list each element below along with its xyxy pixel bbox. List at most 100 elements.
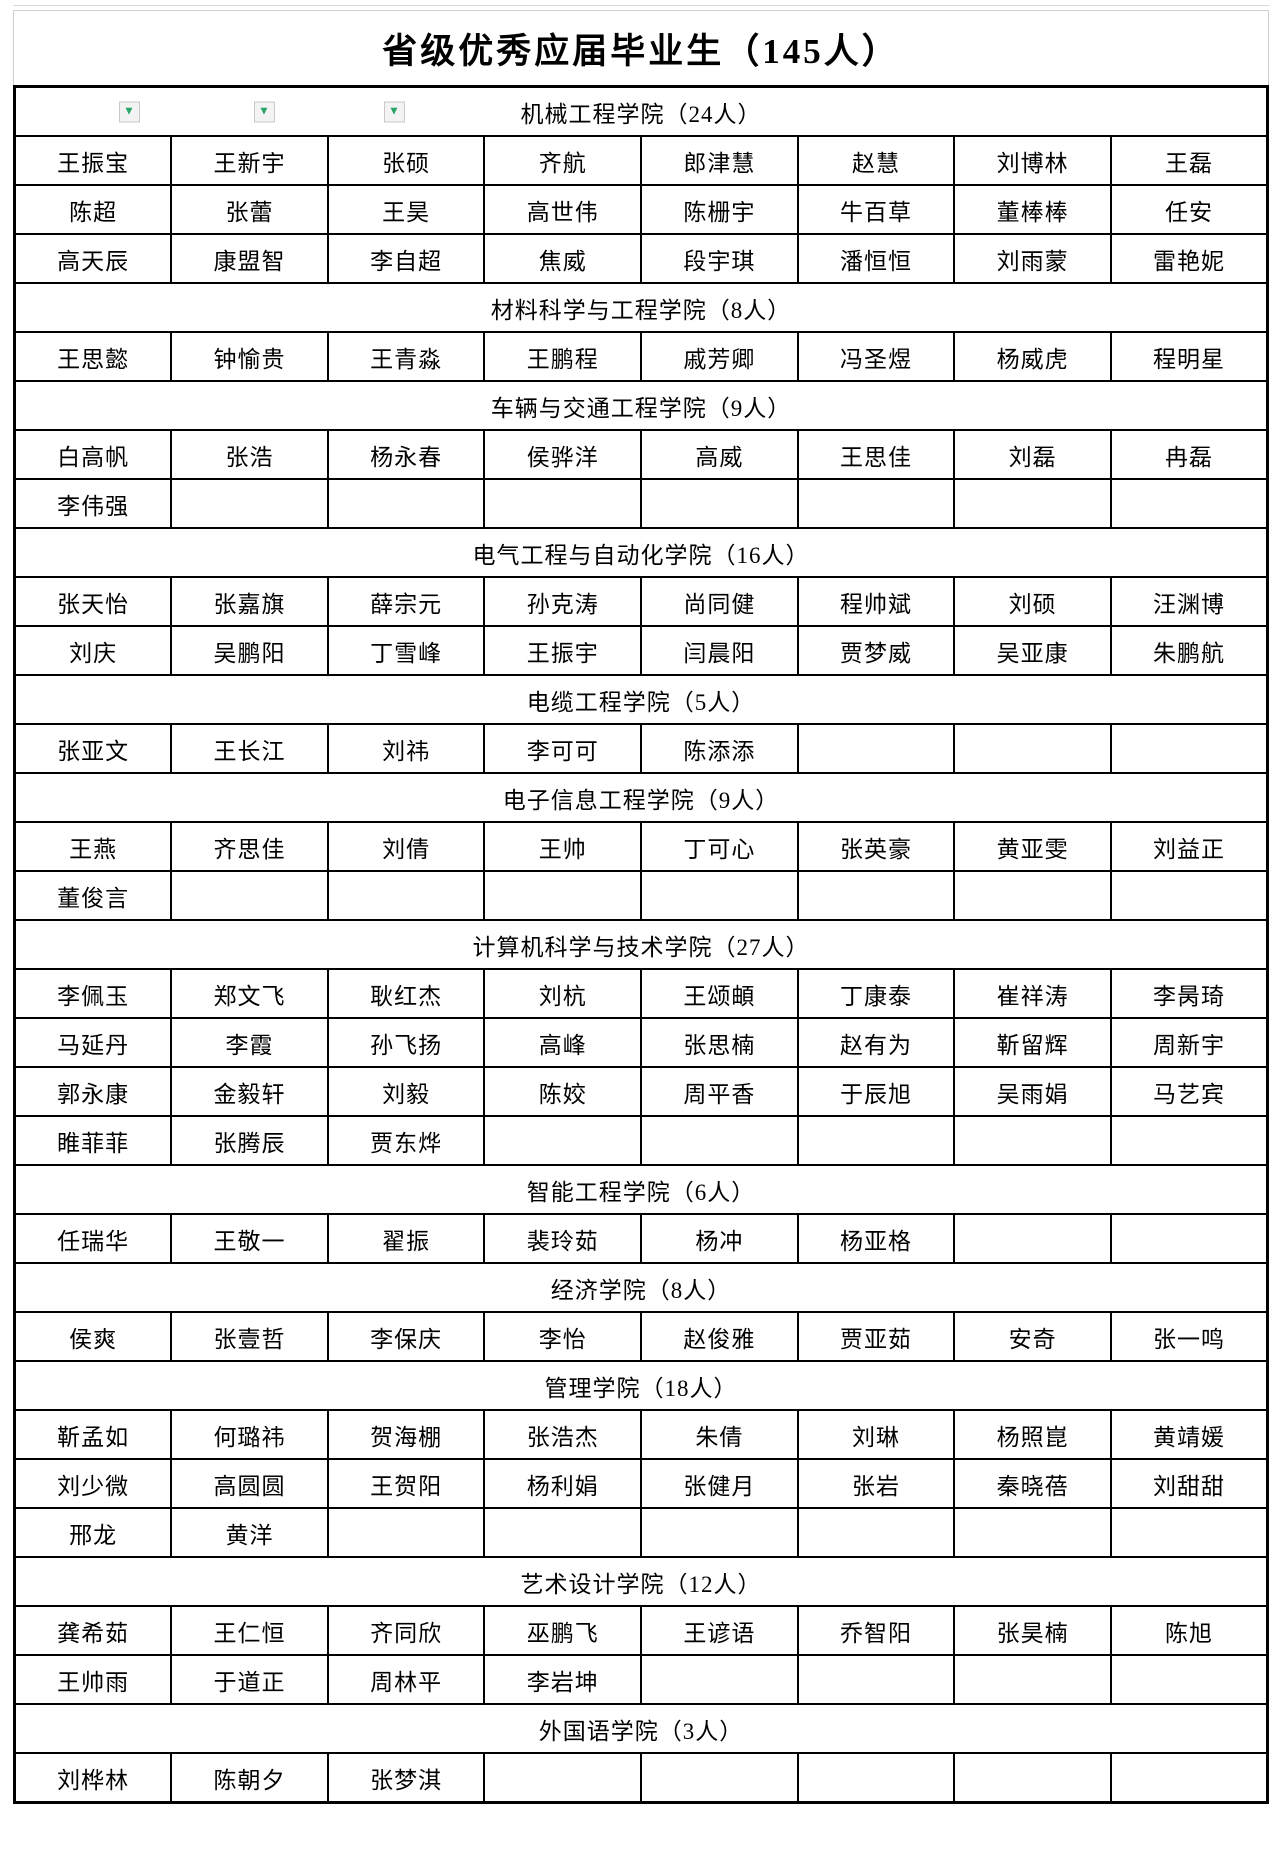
student-name-cell[interactable]: 李自超	[326, 233, 486, 284]
student-name-cell[interactable]: 陈添添	[640, 723, 799, 774]
empty-cell[interactable]	[796, 870, 956, 921]
student-name-cell[interactable]: 钟愉贵	[170, 331, 329, 382]
student-name-cell[interactable]: 于辰旭	[796, 1066, 956, 1117]
section-header-cell[interactable]: 外国语学院（3人）	[13, 1703, 1269, 1754]
student-name-cell[interactable]: 朱鹏航	[1109, 625, 1269, 676]
student-name-cell[interactable]: 刘琳	[796, 1409, 956, 1460]
student-name-cell[interactable]: 安奇	[953, 1311, 1112, 1362]
autofilter-button[interactable]: ▼	[384, 101, 405, 122]
student-name-cell[interactable]: 高威	[640, 429, 799, 480]
student-name-cell[interactable]: 黄亚雯	[953, 821, 1112, 872]
empty-cell[interactable]	[483, 1115, 642, 1166]
student-name-cell[interactable]: 高天辰	[13, 233, 173, 284]
section-header-cell[interactable]: ▼ ▼ ▼ 机械工程学院（24人）	[13, 85, 1269, 137]
student-name-cell[interactable]: 刘倩	[326, 821, 486, 872]
student-name-cell[interactable]: 周林平	[326, 1654, 486, 1705]
student-name-cell[interactable]: 吴鹏阳	[170, 625, 329, 676]
student-name-cell[interactable]: 高圆圆	[170, 1458, 329, 1509]
student-name-cell[interactable]: 崔祥涛	[953, 968, 1112, 1019]
empty-cell[interactable]	[953, 1654, 1112, 1705]
empty-cell[interactable]	[326, 478, 486, 529]
student-name-cell[interactable]: 杨永春	[326, 429, 486, 480]
student-name-cell[interactable]: 杨利娟	[483, 1458, 642, 1509]
empty-cell[interactable]	[1109, 1507, 1269, 1558]
student-name-cell[interactable]: 李可可	[483, 723, 642, 774]
student-name-cell[interactable]: 张浩	[170, 429, 329, 480]
student-name-cell[interactable]: 邢龙	[13, 1507, 173, 1558]
empty-cell[interactable]	[953, 870, 1112, 921]
student-name-cell[interactable]: 齐同欣	[326, 1605, 486, 1656]
empty-cell[interactable]	[640, 478, 799, 529]
student-name-cell[interactable]: 耿红杰	[326, 968, 486, 1019]
student-name-cell[interactable]: 裴玲茹	[483, 1213, 642, 1264]
empty-cell[interactable]	[953, 1115, 1112, 1166]
student-name-cell[interactable]: 赵俊雅	[640, 1311, 799, 1362]
student-name-cell[interactable]: 杨亚格	[796, 1213, 956, 1264]
student-name-cell[interactable]: 戚芳卿	[640, 331, 799, 382]
student-name-cell[interactable]: 程帅斌	[796, 576, 956, 627]
student-name-cell[interactable]: 张健月	[640, 1458, 799, 1509]
student-name-cell[interactable]: 王长江	[170, 723, 329, 774]
empty-cell[interactable]	[796, 1115, 956, 1166]
student-name-cell[interactable]: 侯爽	[13, 1311, 173, 1362]
student-name-cell[interactable]: 刘益正	[1109, 821, 1269, 872]
student-name-cell[interactable]: 马延丹	[13, 1017, 173, 1068]
student-name-cell[interactable]: 张一鸣	[1109, 1311, 1269, 1362]
section-header-cell[interactable]: 管理学院（18人）	[13, 1360, 1269, 1411]
student-name-cell[interactable]: 王昊	[326, 184, 486, 235]
empty-cell[interactable]	[640, 1654, 799, 1705]
section-header-cell[interactable]: 经济学院（8人）	[13, 1262, 1269, 1313]
empty-cell[interactable]	[483, 1507, 642, 1558]
student-name-cell[interactable]: 王振宇	[483, 625, 642, 676]
student-name-cell[interactable]: 王燕	[13, 821, 173, 872]
empty-cell[interactable]	[483, 478, 642, 529]
student-name-cell[interactable]: 丁可心	[640, 821, 799, 872]
student-name-cell[interactable]: 尚同健	[640, 576, 799, 627]
empty-cell[interactable]	[796, 1654, 956, 1705]
student-name-cell[interactable]: 李霞	[170, 1017, 329, 1068]
student-name-cell[interactable]: 高峰	[483, 1017, 642, 1068]
empty-cell[interactable]	[1109, 478, 1269, 529]
student-name-cell[interactable]: 郭永康	[13, 1066, 173, 1117]
empty-cell[interactable]	[1109, 1115, 1269, 1166]
student-name-cell[interactable]: 冯圣煜	[796, 331, 956, 382]
student-name-cell[interactable]: 刘博林	[953, 135, 1112, 186]
student-name-cell[interactable]: 龚希茹	[13, 1605, 173, 1656]
empty-cell[interactable]	[640, 1115, 799, 1166]
student-name-cell[interactable]: 吴雨娟	[953, 1066, 1112, 1117]
student-name-cell[interactable]: 何璐祎	[170, 1409, 329, 1460]
student-name-cell[interactable]: 乔智阳	[796, 1605, 956, 1656]
student-name-cell[interactable]: 董棒棒	[953, 184, 1112, 235]
student-name-cell[interactable]: 刘甜甜	[1109, 1458, 1269, 1509]
empty-cell[interactable]	[1109, 1213, 1269, 1264]
student-name-cell[interactable]: 张岩	[796, 1458, 956, 1509]
page-title[interactable]: 省级优秀应届毕业生（145人）	[13, 10, 1269, 85]
student-name-cell[interactable]: 陈超	[13, 184, 173, 235]
student-name-cell[interactable]: 朱倩	[640, 1409, 799, 1460]
section-header-cell[interactable]: 电缆工程学院（5人）	[13, 674, 1269, 725]
student-name-cell[interactable]: 王磊	[1109, 135, 1269, 186]
section-header-cell[interactable]: 智能工程学院（6人）	[13, 1164, 1269, 1215]
student-name-cell[interactable]: 程明星	[1109, 331, 1269, 382]
empty-cell[interactable]	[953, 1752, 1112, 1804]
student-name-cell[interactable]: 秦晓蓓	[953, 1458, 1112, 1509]
empty-cell[interactable]	[1109, 870, 1269, 921]
student-name-cell[interactable]: 王仁恒	[170, 1605, 329, 1656]
student-name-cell[interactable]: 王颂頔	[640, 968, 799, 1019]
student-name-cell[interactable]: 张壹哲	[170, 1311, 329, 1362]
student-name-cell[interactable]: 丁康泰	[796, 968, 956, 1019]
student-name-cell[interactable]: 黄洋	[170, 1507, 329, 1558]
student-name-cell[interactable]: 王敬一	[170, 1213, 329, 1264]
student-name-cell[interactable]: 赵有为	[796, 1017, 956, 1068]
student-name-cell[interactable]: 侯骅洋	[483, 429, 642, 480]
student-name-cell[interactable]: 睢菲菲	[13, 1115, 173, 1166]
student-name-cell[interactable]: 杨冲	[640, 1213, 799, 1264]
empty-cell[interactable]	[170, 870, 329, 921]
student-name-cell[interactable]: 陈朝夕	[170, 1752, 329, 1804]
student-name-cell[interactable]: 孙飞扬	[326, 1017, 486, 1068]
student-name-cell[interactable]: 贾梦威	[796, 625, 956, 676]
student-name-cell[interactable]: 周平香	[640, 1066, 799, 1117]
student-name-cell[interactable]: 张腾辰	[170, 1115, 329, 1166]
student-name-cell[interactable]: 刘少微	[13, 1458, 173, 1509]
student-name-cell[interactable]: 王思懿	[13, 331, 173, 382]
